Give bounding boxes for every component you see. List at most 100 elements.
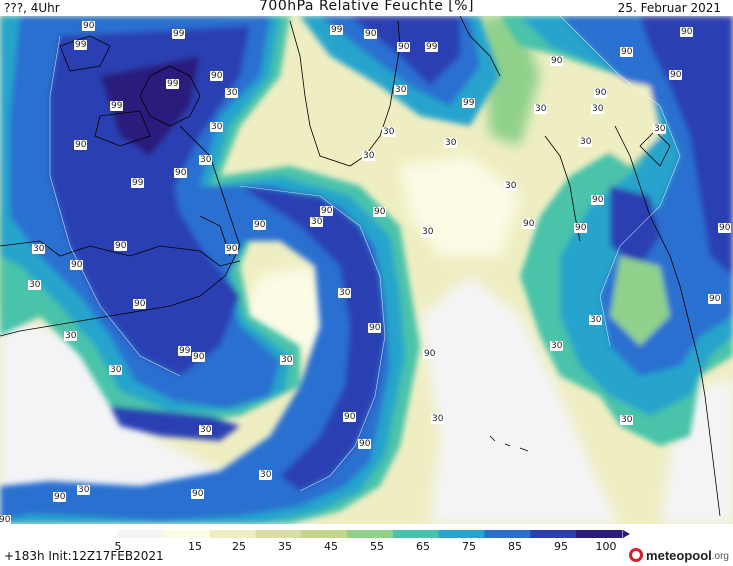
contour-label: 90	[174, 168, 188, 178]
contour-label: 30	[504, 181, 518, 191]
colorbar-tick-label: 25	[232, 540, 246, 553]
colorbar-cell	[301, 530, 348, 538]
contour-label: 90	[423, 349, 437, 359]
colorbar-cell	[576, 530, 623, 538]
contour-label: 30	[421, 227, 435, 237]
colorbar-cell	[392, 530, 440, 538]
contour-label: 30	[225, 88, 239, 98]
contour-label: 30	[259, 470, 273, 480]
colorbar-tick-label: 15	[188, 540, 202, 553]
meteopool-logo[interactable]: meteopool .org	[629, 546, 729, 564]
colorbar-tick-label: 65	[416, 540, 430, 553]
colorbar-tick-label: 85	[508, 540, 522, 553]
map-header: ???, 4Uhr 700hPa Relative Feuchte [%] 25…	[0, 0, 733, 16]
logo-tld: .org	[711, 551, 729, 562]
contour-label: 90	[358, 439, 372, 449]
contour-label: 30	[338, 288, 352, 298]
colorbar-tick-label: 35	[278, 540, 292, 553]
contour-label: 30	[28, 280, 42, 290]
contour-label: 30	[591, 104, 605, 114]
contour-label: 99	[131, 178, 145, 188]
colorbar-tick-label: 55	[370, 540, 384, 553]
contour-label: 99	[74, 40, 88, 50]
contour-label: 30	[382, 127, 396, 137]
colorbar-tick-label: 100	[595, 540, 617, 553]
contour-label: 90	[74, 140, 88, 150]
contour-label: 30	[32, 244, 46, 254]
contour-label: 30	[589, 315, 603, 325]
colorbar-cell	[118, 530, 165, 538]
colorbar	[118, 530, 630, 538]
contour-label: 99	[462, 98, 476, 108]
contour-label: 90	[53, 492, 67, 502]
colorbar-cell	[163, 530, 211, 538]
map-title: 700hPa Relative Feuchte [%]	[259, 0, 474, 14]
colorbar-tick-label: 5	[114, 540, 122, 553]
colorbar-tick-label: 75	[462, 540, 476, 553]
contour-label: 30	[280, 355, 294, 365]
logo-text: meteopool	[646, 547, 712, 563]
contour-label: 99	[110, 101, 124, 111]
contour-label: 30	[534, 104, 548, 114]
contour-label: 90	[594, 88, 608, 98]
colorbar-arrow	[623, 530, 630, 538]
colorbar-cell	[209, 530, 256, 538]
contour-label: 99	[425, 42, 439, 52]
contour-label: 30	[620, 415, 634, 425]
colorbar-cell	[347, 530, 394, 538]
contour-label: 90	[364, 29, 378, 39]
contour-label: 30	[653, 124, 667, 134]
contour-label: 90	[343, 412, 357, 422]
colorbar-tick-label: 45	[324, 540, 338, 553]
logo-mark-icon	[629, 548, 644, 562]
colorbar-ticks: 5 15 25 35 45 55 65 75 85 95 100	[0, 540, 733, 554]
contour-label: 90	[397, 42, 411, 52]
colorbar-cell	[530, 530, 577, 538]
contour-label: 30	[431, 414, 445, 424]
contour-label: 90	[591, 195, 605, 205]
contour-label: 90	[320, 206, 334, 216]
contour-label: 90	[620, 47, 634, 57]
contour-label: 90	[708, 294, 722, 304]
contour-label: 90	[522, 219, 536, 229]
colorbar-tick-label: 95	[554, 540, 568, 553]
contour-label: 90	[669, 70, 683, 80]
valid-day-label: ???, 4Uhr	[4, 1, 60, 15]
contour-label: 90	[0, 515, 12, 524]
colorbar-cell	[255, 530, 302, 538]
contour-label: 90	[133, 299, 147, 309]
contour-label: 90	[574, 223, 588, 233]
contour-label: 90	[210, 71, 224, 81]
contour-label: 30	[394, 85, 408, 95]
contour-label: 30	[362, 151, 376, 161]
coastlines	[0, 16, 721, 517]
contour-label: 30	[77, 485, 91, 495]
contour-label: 90	[192, 352, 206, 362]
humidity-map: 90 99 99 90 99 30 99 30 90 30 90 99 90 90 30 90 30 90 30 99…	[0, 16, 733, 524]
contour-label: 90	[82, 21, 96, 31]
contour-label: 90	[253, 220, 267, 230]
contour-label: 90	[718, 223, 732, 233]
contour-label: 90	[225, 244, 239, 254]
contour-label: 99	[172, 29, 186, 39]
colorbar-cell	[438, 530, 485, 538]
contour-label: 30	[210, 122, 224, 132]
run-info: +183h Init:12Z17FEB2021	[4, 549, 164, 563]
contour-label: 90	[191, 489, 205, 499]
contour-label: 99	[166, 79, 180, 89]
contour-label: 30	[64, 331, 78, 341]
contour-label: 90	[70, 260, 84, 270]
contour-label: 99	[330, 25, 344, 35]
contour-label: 30	[199, 425, 213, 435]
valid-date-label: 25. Februar 2021	[617, 1, 721, 15]
contour-label: 30	[199, 155, 213, 165]
contour-label: 90	[368, 323, 382, 333]
contour-label: 90	[550, 56, 564, 66]
contour-label: 30	[109, 365, 123, 375]
contour-label: 30	[579, 137, 593, 147]
contour-label: 90	[114, 241, 128, 251]
contour-label: 30	[444, 138, 458, 148]
colorbar-cell	[484, 530, 531, 538]
contour-label: 30	[550, 341, 564, 351]
contour-label: 99	[178, 346, 192, 356]
